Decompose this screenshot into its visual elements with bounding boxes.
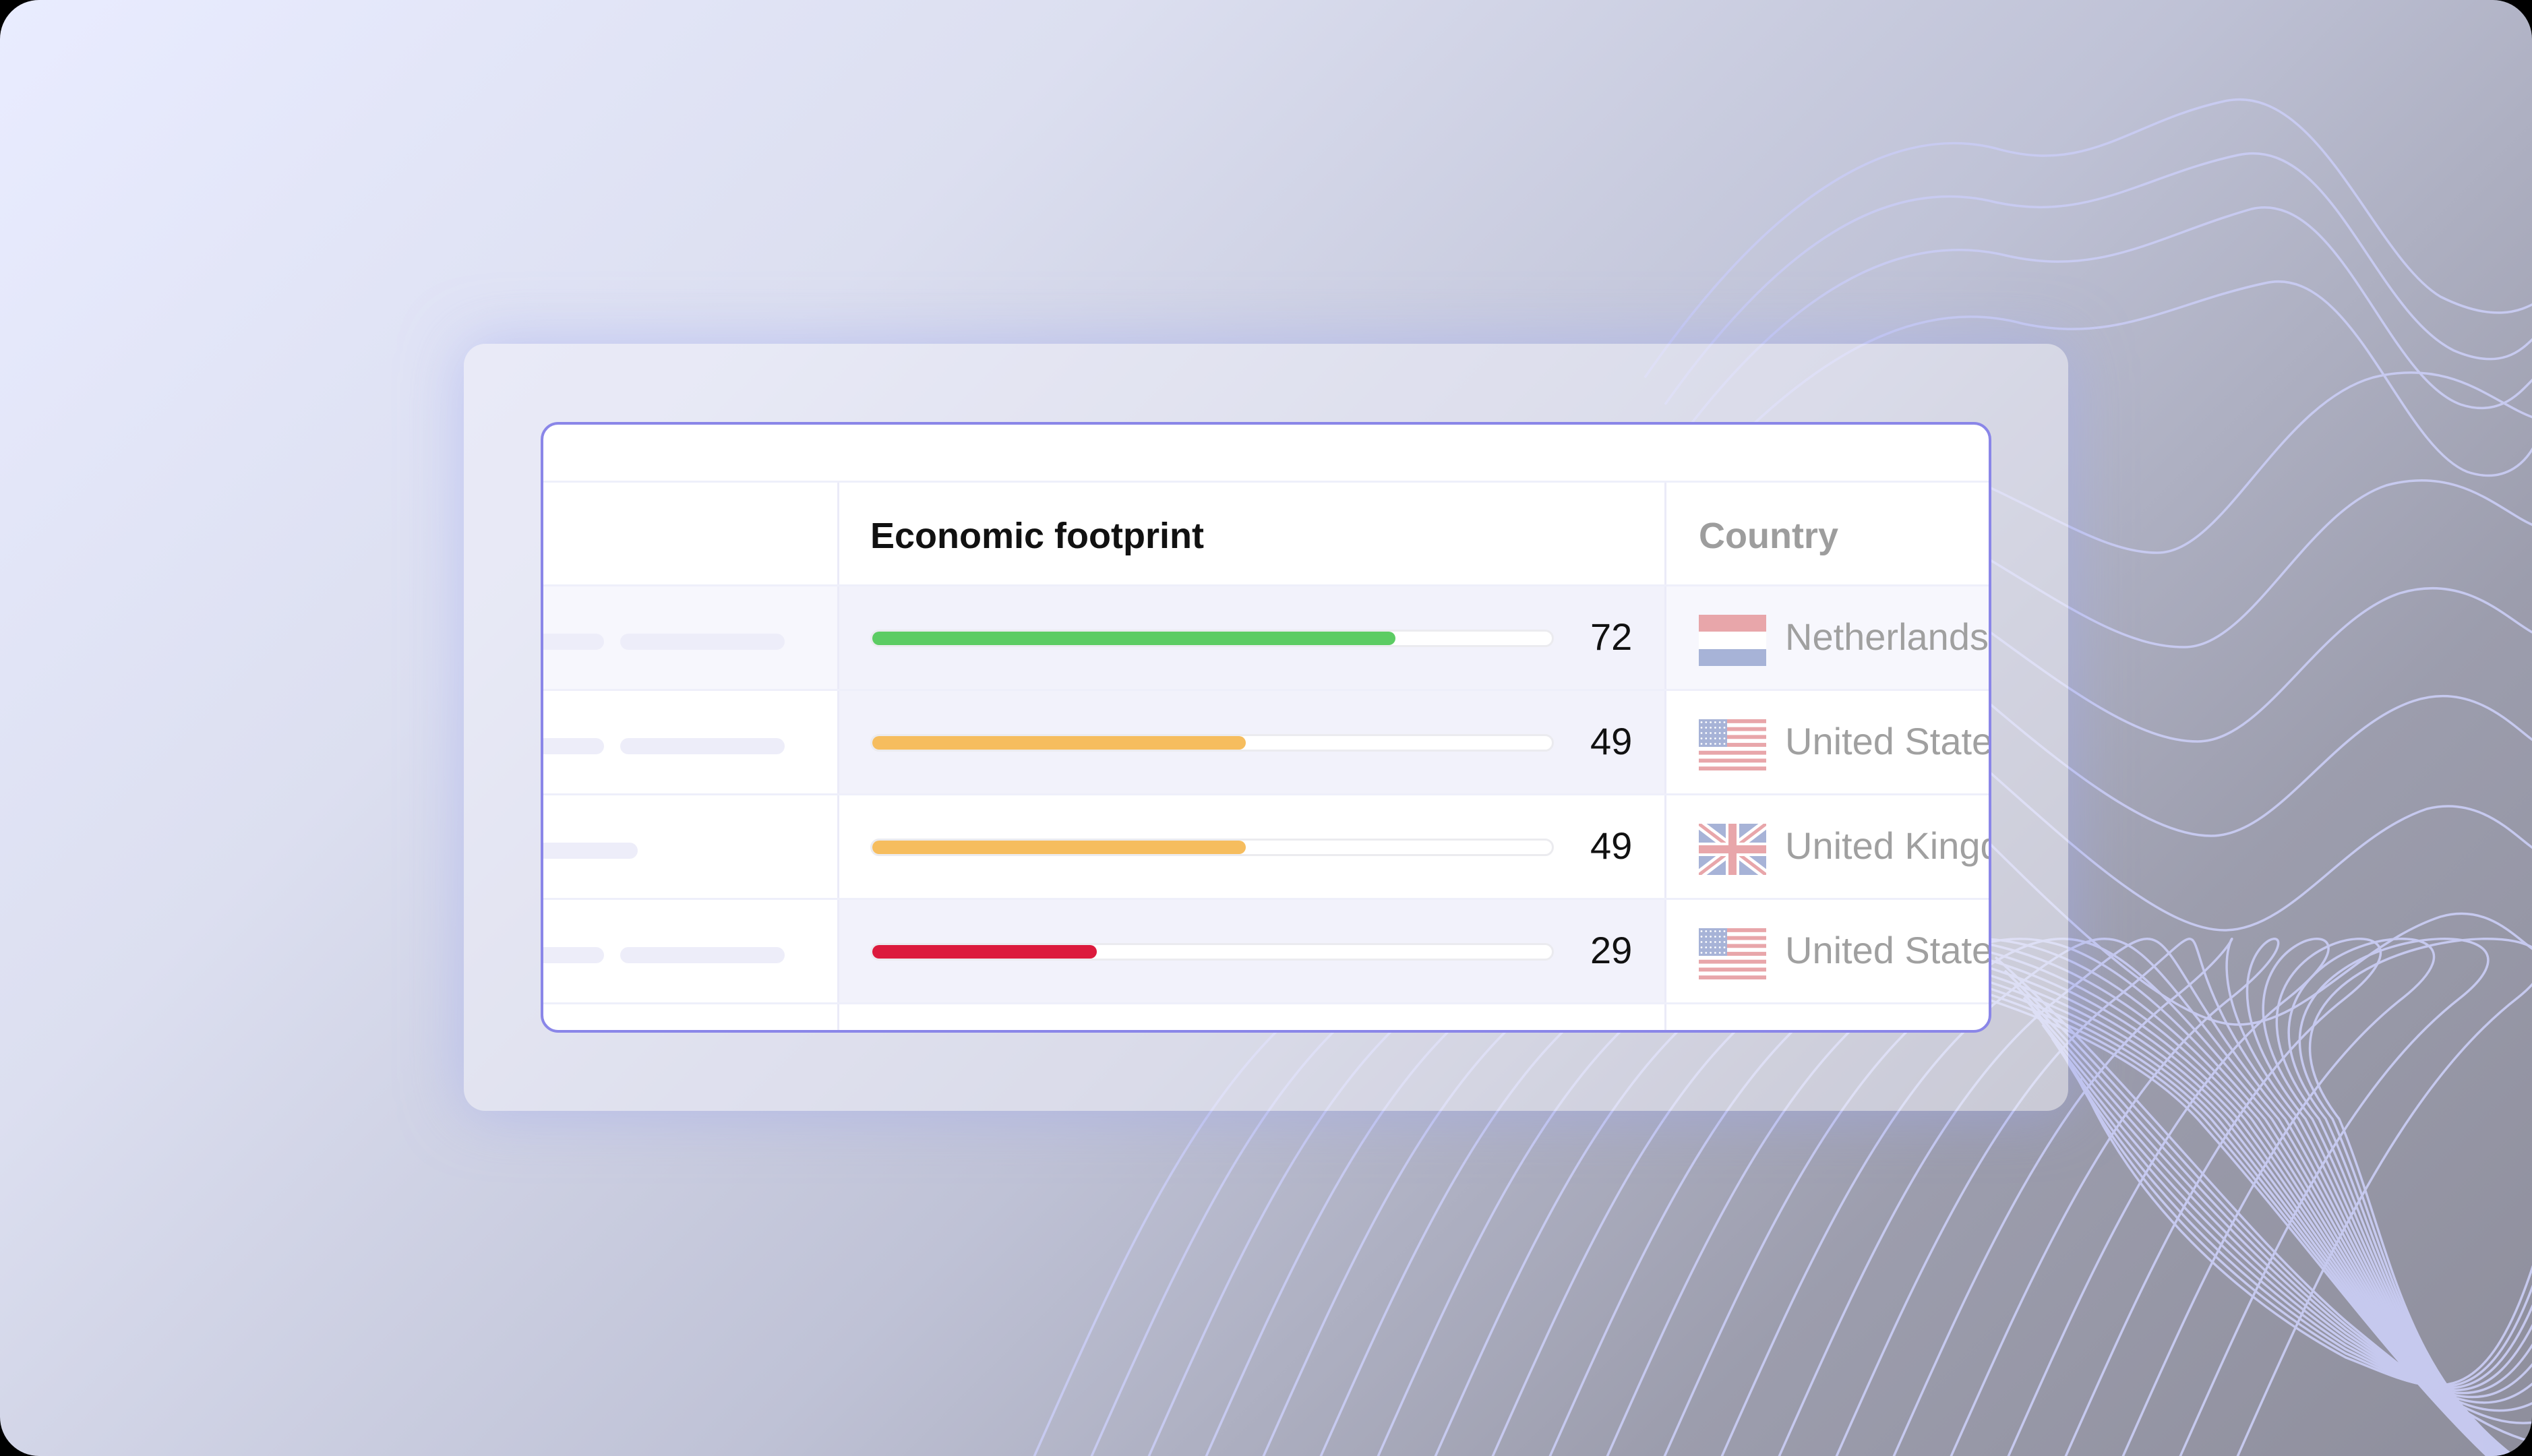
country-name: United Kingd [1785, 824, 1991, 867]
progress-track [870, 734, 1554, 752]
country-cell: United State [1666, 900, 1991, 1002]
column-header-economic-footprint[interactable]: Economic footprint [870, 516, 1204, 556]
table-row[interactable]: 49 United Kingd [543, 795, 1991, 900]
table-row[interactable]: 72 Netherlands [543, 586, 1989, 691]
placeholder-bar [620, 738, 785, 754]
country-cell: United Kingd [1666, 795, 1991, 898]
score-value: 49 [1590, 824, 1633, 867]
header-cell-hidden [543, 483, 837, 584]
economic-footprint-cell: 72 [837, 586, 1666, 689]
country-cell: United State [1666, 691, 1991, 793]
score-value: 29 [1590, 929, 1633, 971]
placeholder-bar [543, 738, 604, 754]
progress-track [870, 943, 1554, 961]
bottom-cell-divider [837, 1004, 1666, 1030]
uk-flag-icon [1699, 824, 1766, 875]
placeholder-bar [543, 947, 604, 963]
economic-footprint-cell: 49 [837, 691, 1666, 793]
placeholder-bar [543, 634, 604, 650]
country-name: United State [1785, 720, 1991, 762]
row-leading-cell [543, 586, 837, 689]
progress-track [870, 630, 1554, 647]
progress-fill [872, 736, 1246, 750]
country-name: United State [1785, 929, 1991, 971]
placeholder-bar [620, 947, 785, 963]
progress-fill [872, 841, 1246, 854]
placeholder-bar [620, 634, 785, 650]
progress-track [870, 839, 1554, 856]
country-name: Netherlands [1785, 615, 1989, 658]
row-leading-cell [543, 900, 837, 1002]
progress-fill [872, 632, 1395, 645]
progress-fill [872, 945, 1097, 959]
placeholder-bar [543, 843, 638, 859]
economic-footprint-cell: 29 [837, 900, 1666, 1002]
row-leading-cell [543, 795, 837, 898]
country-cell: Netherlands [1666, 586, 1989, 689]
netherlands-flag-icon [1699, 615, 1766, 666]
economic-footprint-cell: 49 [837, 795, 1666, 898]
usa-flag-icon [1699, 928, 1766, 979]
column-header-country[interactable]: Country [1699, 516, 1838, 556]
score-value: 72 [1590, 615, 1633, 658]
header-cell-country[interactable]: Country [1666, 483, 1989, 584]
table-bottom-strip [543, 1004, 1989, 1030]
table-top-strip [543, 425, 1989, 483]
table-header-row: Economic footprint Country [543, 483, 1989, 586]
table-row[interactable]: 49 United State [543, 691, 1991, 795]
economic-footprint-table: Economic footprint Country 72 [541, 422, 1991, 1033]
score-value: 49 [1590, 720, 1633, 762]
table-row[interactable]: 29 United State [543, 900, 1991, 1004]
usa-flag-icon [1699, 719, 1766, 770]
row-leading-cell [543, 691, 837, 793]
header-cell-economic-footprint[interactable]: Economic footprint [837, 483, 1666, 584]
